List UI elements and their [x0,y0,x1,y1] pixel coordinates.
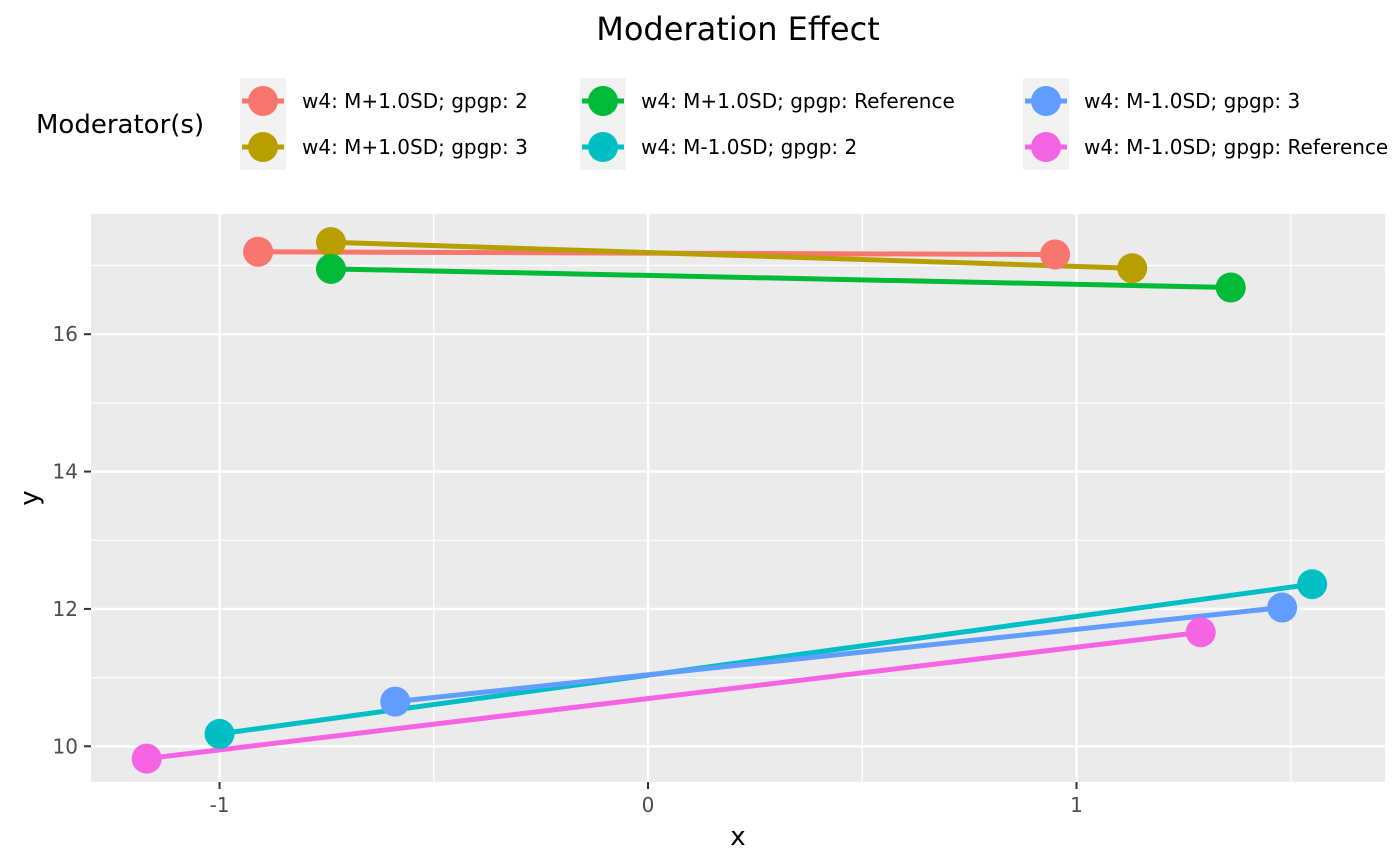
legend-label: w4: M-1.0SD; gpgp: 3 [1084,89,1300,113]
series-line-1 [330,239,1133,271]
legend-key-point [1031,132,1061,162]
series-points [131,227,1328,774]
data-point-series-4 [1267,592,1298,623]
legend-label: w4: M+1.0SD; gpgp: Reference [641,89,955,113]
legend-item: w4: M+1.0SD; gpgp: 2 [242,86,528,116]
legend-item: w4: M-1.0SD; gpgp: Reference [1025,132,1388,162]
legend-item: w4: M-1.0SD; gpgp: 2 [582,132,857,162]
legend-key-point [588,132,618,162]
legend-title: Moderator(s) [36,110,204,140]
legend-label: w4: M-1.0SD; gpgp: Reference [1084,135,1388,159]
y-tick-label: 16 [53,322,78,346]
data-point-series-2 [1215,272,1246,303]
data-point-series-3 [1297,569,1328,600]
data-point-series-5 [131,743,162,774]
x-tick-label: 1 [1070,793,1083,817]
legend-key-point [248,132,278,162]
x-tick-label: -1 [210,793,230,817]
chart-title: Moderation Effect [596,10,880,48]
y-tick-label: 14 [53,460,78,484]
data-point-series-1 [315,227,346,258]
data-point-series-3 [204,718,235,749]
series-line-2 [330,266,1231,290]
legend-label: w4: M+1.0SD; gpgp: 2 [302,89,528,113]
data-point-series-4 [380,686,411,717]
series-line-5 [146,629,1202,762]
legend-key-point [248,86,278,116]
x-axis: -1 0 1 [210,782,1083,817]
legend-label: w4: M+1.0SD; gpgp: 3 [302,135,528,159]
legend: Moderator(s) w4: M+1.0SD; gpgp: 2 w4: M+1… [36,78,1388,170]
y-tick-label: 12 [53,597,78,621]
legend-item: w4: M-1.0SD; gpgp: 3 [1025,86,1300,116]
minor-gridlines [91,214,1385,782]
series-line-4 [394,605,1283,705]
y-tick-label: 10 [53,734,78,758]
major-gridlines [91,214,1385,782]
legend-item: w4: M+1.0SD; gpgp: Reference [582,86,955,116]
legend-key-point [1031,86,1061,116]
x-axis-label: x [730,822,745,852]
legend-item: w4: M+1.0SD; gpgp: 3 [242,132,528,162]
x-tick-label: 0 [642,793,655,817]
series-lines [146,239,1313,762]
data-point-series-2 [315,253,346,284]
y-axis: 10 12 14 16 [53,322,91,758]
data-point-series-0 [243,236,274,267]
data-point-series-0 [1040,239,1071,270]
legend-key-point [588,86,618,116]
legend-label: w4: M-1.0SD; gpgp: 2 [641,135,857,159]
data-point-series-5 [1185,617,1216,648]
plot-area [91,214,1385,782]
plot-panel [91,214,1385,782]
data-point-series-1 [1117,253,1148,284]
y-axis-label: y [15,490,45,505]
